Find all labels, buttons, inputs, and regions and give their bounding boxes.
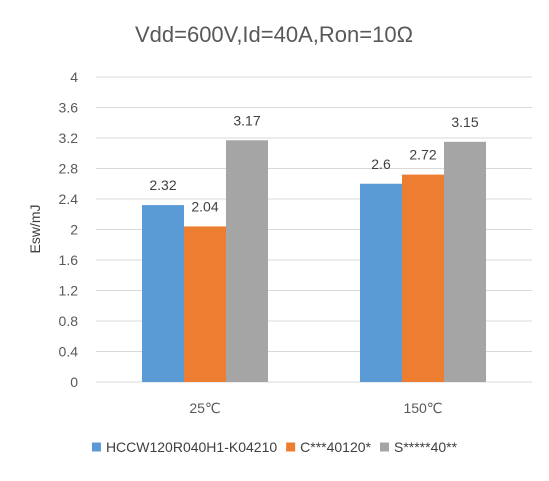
y-tick-label: 4	[70, 69, 78, 85]
data-label: 3.17	[233, 112, 260, 128]
legend-swatch	[91, 442, 101, 452]
legend-swatch	[379, 442, 389, 452]
bar	[444, 141, 486, 382]
data-label: 2.72	[409, 147, 436, 163]
bar	[360, 183, 402, 382]
data-label: 2.32	[149, 177, 176, 193]
data-label: 2.6	[371, 156, 391, 172]
y-tick-label: 0.8	[59, 313, 79, 329]
y-tick-label: 1.6	[59, 252, 79, 268]
y-axis-title: Esw/mJ	[27, 205, 43, 254]
legend-label: C***40120*	[300, 439, 371, 455]
bar	[184, 226, 226, 382]
y-tick-label: 3.6	[59, 100, 79, 116]
legend-label: S*****40**	[394, 439, 458, 455]
data-label: 2.04	[191, 198, 218, 214]
x-axis-categories: 25℃ 150℃	[189, 400, 442, 416]
y-axis-ticks: 0 0.4 0.8 1.2 1.6 2 2.4 2.8 3.2 3.6 4	[59, 69, 79, 390]
legend-swatch	[286, 442, 296, 452]
y-tick-label: 0	[70, 374, 78, 390]
legend: HCCW120R040H1-K04210 C***40120* S*****40**	[91, 439, 458, 455]
y-tick-label: 1.2	[59, 283, 79, 299]
legend-label: HCCW120R040H1-K04210	[106, 439, 277, 455]
y-tick-label: 2.8	[59, 161, 79, 177]
bar	[142, 205, 184, 382]
bar	[402, 174, 444, 382]
y-tick-label: 2	[70, 222, 78, 238]
data-label: 3.15	[451, 114, 478, 130]
y-tick-label: 2.4	[59, 191, 79, 207]
y-tick-label: 3.2	[59, 130, 79, 146]
x-category-label: 150℃	[403, 400, 442, 416]
chart-title: Vdd=600V,Id=40A,Ron=10Ω	[135, 22, 413, 47]
y-tick-label: 0.4	[59, 344, 79, 360]
bar	[226, 140, 268, 382]
x-category-label: 25℃	[189, 400, 220, 416]
bars	[142, 140, 486, 382]
data-labels: 2.32 2.04 3.17 2.6 2.72 3.15	[149, 112, 478, 214]
